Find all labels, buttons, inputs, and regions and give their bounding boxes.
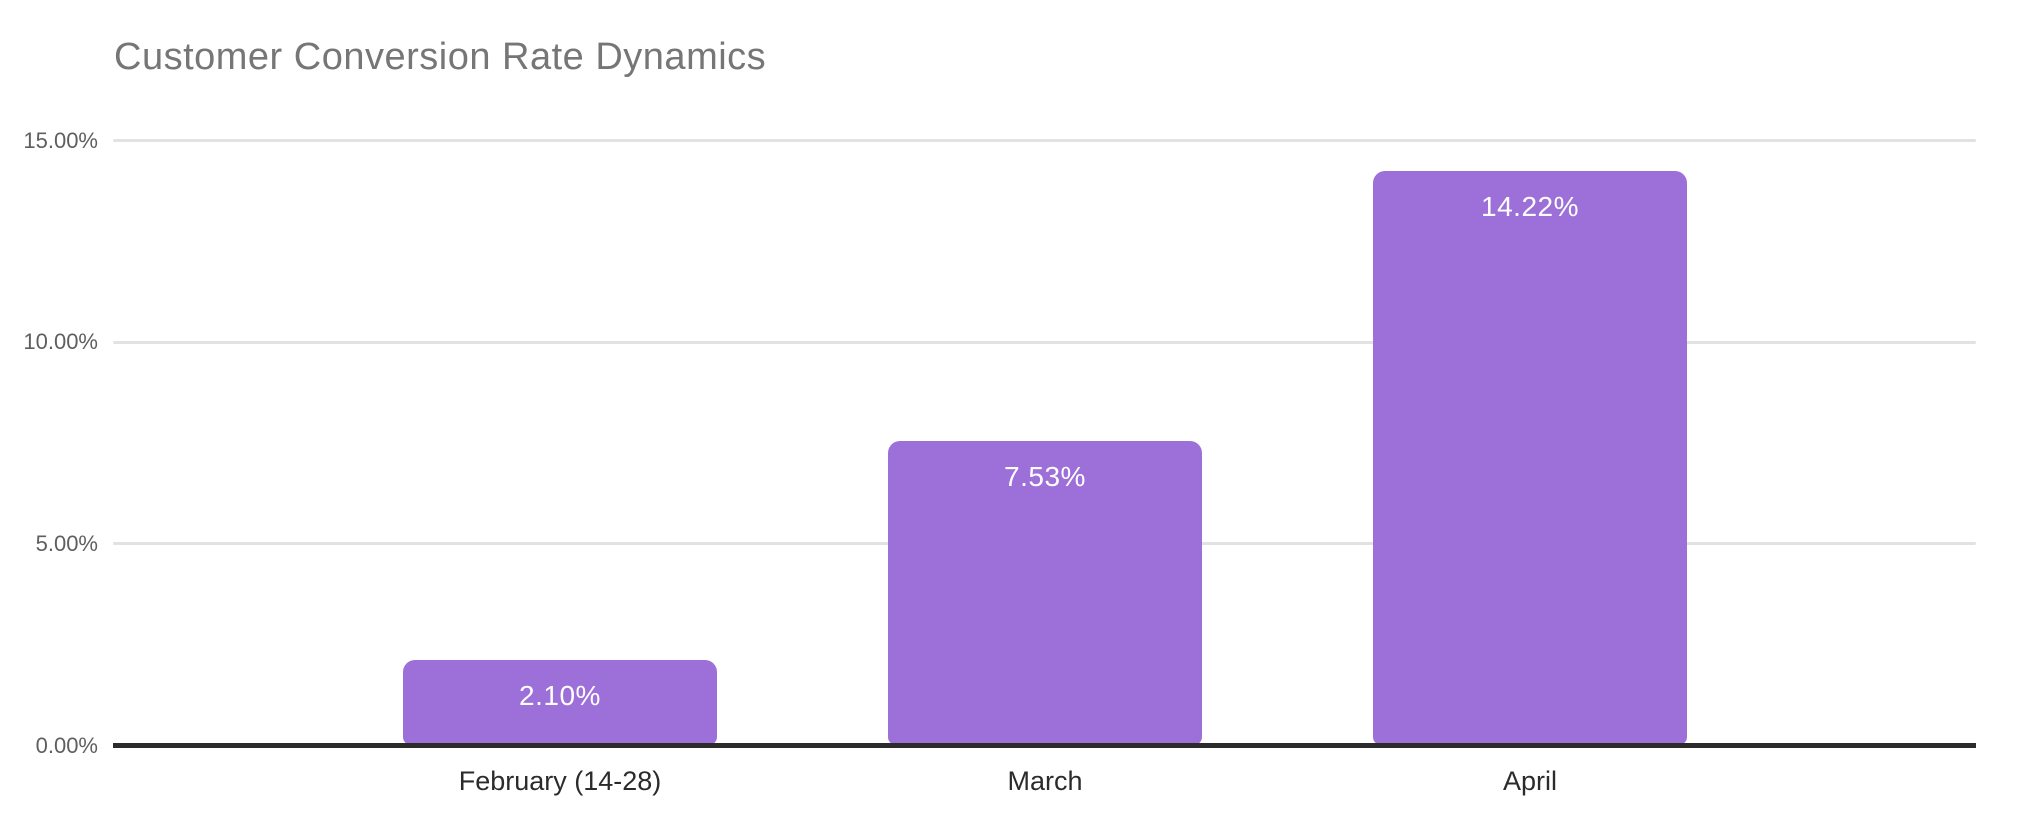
gridline-15.00% xyxy=(113,139,1976,142)
y-axis-tick-label: 5.00% xyxy=(35,531,98,556)
x-axis-tick-label: February (14-28) xyxy=(458,766,662,796)
x-axis-tick-label: March xyxy=(1007,766,1083,796)
chart-title: Customer Conversion Rate Dynamics xyxy=(114,36,767,78)
gridline-10.00% xyxy=(113,341,1976,344)
bar-value-label: 7.53% xyxy=(1004,461,1086,492)
bar-March[interactable]: 7.53% xyxy=(888,441,1202,745)
y-axis-tick-label: 0.00% xyxy=(35,733,98,758)
bar-April[interactable]: 14.22% xyxy=(1373,171,1687,745)
y-axis-tick-label: 10.00% xyxy=(23,329,98,354)
bar-value-label: 14.22% xyxy=(1481,191,1579,222)
bar-value-label: 2.10% xyxy=(519,680,601,711)
y-axis-tick-label: 15.00% xyxy=(23,128,98,153)
x-axis-tick-label: April xyxy=(1502,766,1558,796)
bar-February (14-28)[interactable]: 2.10% xyxy=(403,660,717,745)
x-axis-line xyxy=(113,743,1976,748)
